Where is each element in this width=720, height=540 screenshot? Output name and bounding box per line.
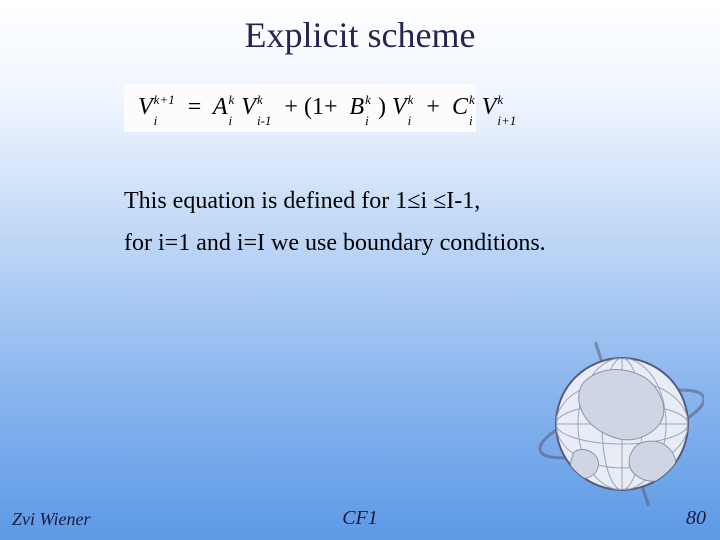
equation: Vk+1i = Aki Vki-1 + (1+ Bki ) Vki + Cki … [138,94,517,121]
slide-number: 80 [686,507,706,530]
globe-icon [524,332,704,512]
body-line-2: for i=1 and i=I we use boundary conditio… [124,230,546,257]
slide-title: Explicit scheme [0,0,720,56]
equation-box: Vk+1i = Aki Vki-1 + (1+ Bki ) Vki + Cki … [124,84,476,132]
footer-center: CF1 [0,507,720,530]
body-line-1: This equation is defined for 1≤i ≤I-1, [124,188,480,215]
